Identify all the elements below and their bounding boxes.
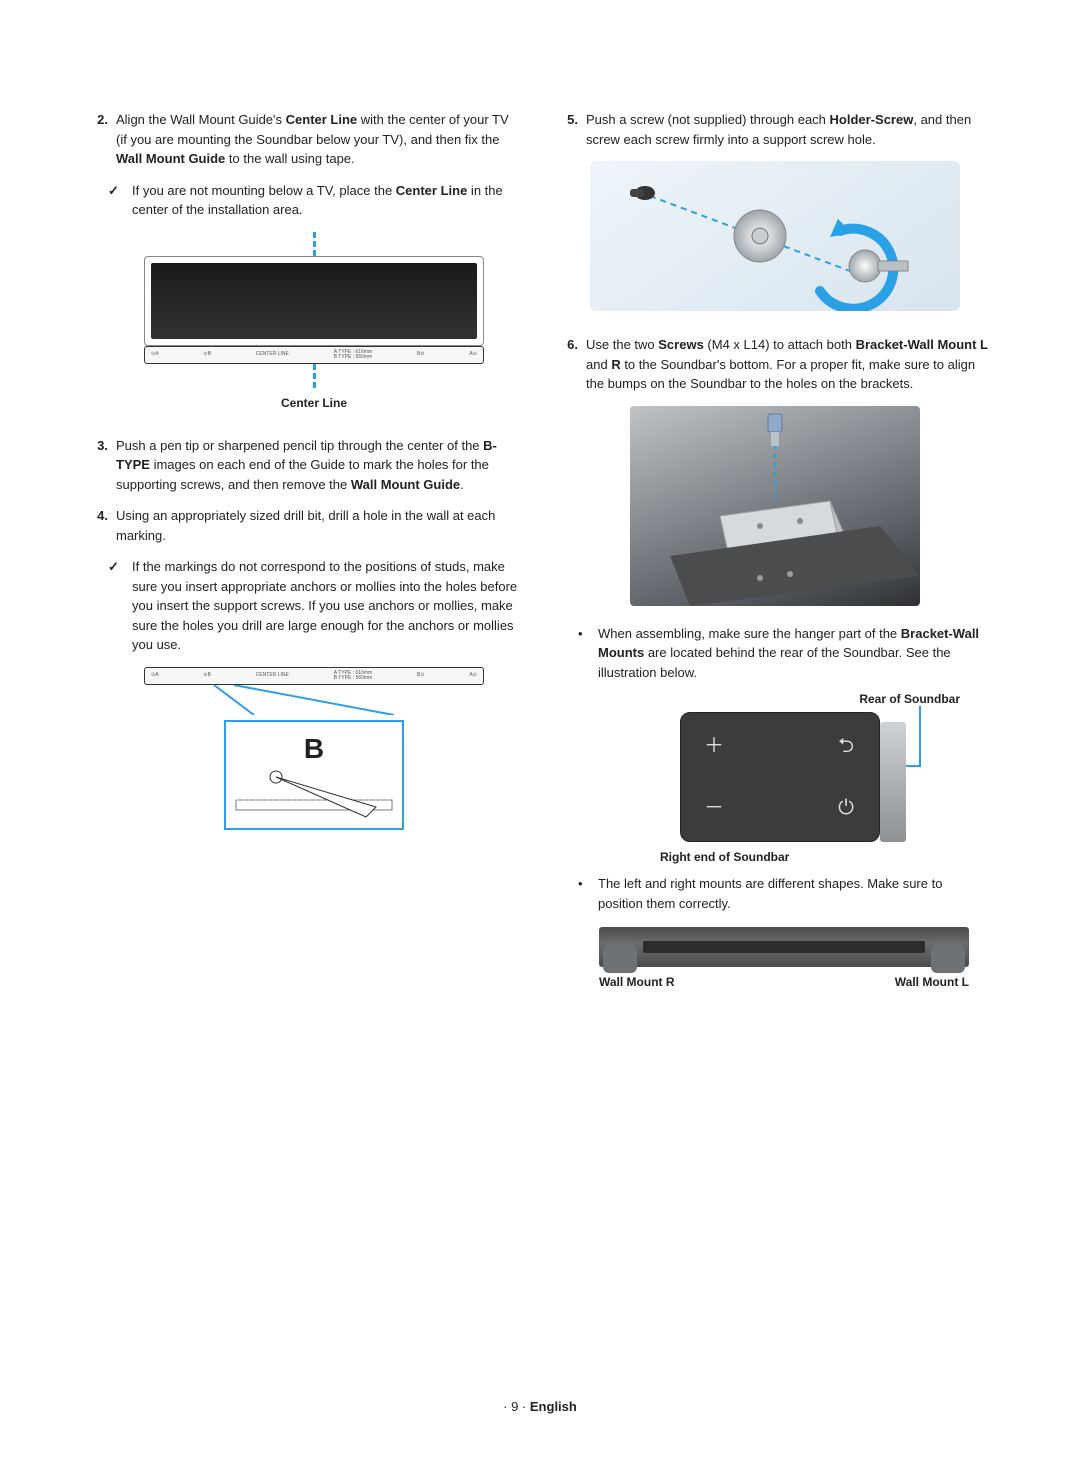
bold: Holder-Screw	[830, 112, 914, 127]
step-6: 6. Use the two Screws (M4 x L14) to atta…	[560, 335, 990, 394]
check-icon: ✓	[108, 557, 122, 655]
bullet-body: The left and right mounts are different …	[598, 874, 990, 913]
guide-mark: A⊙	[469, 672, 477, 680]
step-number: 2.	[90, 110, 108, 169]
bold: Center Line	[396, 183, 468, 198]
check-body: If the markings do not correspond to the…	[132, 557, 520, 655]
guide-mark: ⊙A	[151, 672, 159, 680]
guide-mark: ⊙B	[203, 351, 211, 359]
page-language: English	[530, 1399, 577, 1414]
step-body: Push a screw (not supplied) through each…	[586, 110, 990, 149]
bar-slot	[643, 941, 925, 953]
step-number: 4.	[90, 506, 108, 545]
wall-mount-guide-strip: ⊙A ⊙B CENTER LINE A TYPE : 616mm B TYPE …	[144, 346, 484, 364]
text: Push a screw (not supplied) through each	[586, 112, 830, 127]
bullet-icon: •	[578, 874, 588, 913]
power-icon: ⏻	[831, 793, 861, 823]
guide-mark: ⊙B	[203, 672, 211, 680]
checkmark-note-4: ✓ If the markings do not correspond to t…	[108, 557, 520, 655]
tv-screen	[151, 263, 477, 339]
figure-caption: Center Line	[108, 394, 520, 412]
figure-zoom-b: ⊙A ⊙B CENTER LINE A TYPE : 616mm B TYPE …	[108, 667, 520, 831]
text: Use the two	[586, 337, 658, 352]
guide-mark: A TYPE : 616mm B TYPE : 560mm	[334, 671, 373, 681]
text: Align the Wall Mount Guide's	[116, 112, 286, 127]
label-mount-l: Wall Mount L	[895, 973, 969, 991]
zoom-box: B	[224, 720, 404, 830]
step-5: 5. Push a screw (not supplied) through e…	[560, 110, 990, 149]
soundbar-panel: ＋ － ⮌ ⏻	[680, 712, 880, 842]
pencil-icon	[226, 722, 402, 828]
figure-bracket	[630, 406, 920, 606]
step-4: 4. Using an appropriately sized drill bi…	[90, 506, 520, 545]
step-body: Use the two Screws (M4 x L14) to attach …	[586, 335, 990, 394]
bold: Screws	[658, 337, 704, 352]
figure-holder-screw	[560, 161, 990, 311]
text: When assembling, make sure the hanger pa…	[598, 626, 901, 641]
right-column: 5. Push a screw (not supplied) through e…	[560, 110, 990, 991]
label-right-end: Right end of Soundbar	[660, 848, 990, 866]
screw-illustration	[590, 161, 960, 311]
figure-center-line: ⊙A ⊙B CENTER LINE A TYPE : 616mm B TYPE …	[108, 232, 520, 412]
text: to the wall using tape.	[225, 151, 354, 166]
bold: Wall Mount Guide	[351, 477, 460, 492]
mount-labels: Wall Mount R Wall Mount L	[599, 973, 969, 991]
figure-soundbar-panel: Rear of Soundbar ＋ － ⮌ ⏻ Right end of So…	[600, 690, 990, 866]
two-column-layout: 2. Align the Wall Mount Guide's Center L…	[90, 110, 990, 991]
bullet-hanger-note: • When assembling, make sure the hanger …	[578, 624, 990, 683]
label-mount-r: Wall Mount R	[599, 973, 675, 991]
guide-mark: ⊙A	[151, 351, 159, 359]
text: and	[586, 357, 611, 372]
bracket-side	[880, 722, 906, 842]
text: If you are not mounting below a TV, plac…	[132, 183, 396, 198]
guide-mark: B⊙	[417, 672, 425, 680]
text: Push a pen tip or sharpened pencil tip t…	[116, 438, 483, 453]
center-dash-upper	[313, 232, 316, 256]
mount-ear-r	[603, 943, 637, 973]
mount-ear-l	[931, 943, 965, 973]
bullet-icon: •	[578, 624, 588, 683]
plus-icon: ＋	[699, 731, 729, 761]
bold: Center Line	[286, 112, 358, 127]
bold: R	[611, 357, 620, 372]
step-body: Push a pen tip or sharpened pencil tip t…	[116, 436, 520, 495]
minus-icon: －	[699, 793, 729, 823]
guide-mark: A TYPE : 616mm B TYPE : 560mm	[334, 350, 373, 360]
center-dash-lower	[313, 364, 316, 388]
checkmark-note-2: ✓ If you are not mounting below a TV, pl…	[108, 181, 520, 220]
text: to the Soundbar's bottom. For a proper f…	[586, 357, 975, 392]
step-body: Align the Wall Mount Guide's Center Line…	[116, 110, 520, 169]
step-2: 2. Align the Wall Mount Guide's Center L…	[90, 110, 520, 169]
tv-illustration	[144, 256, 484, 346]
bullet-body: When assembling, make sure the hanger pa…	[598, 624, 990, 683]
bracket-svg	[630, 406, 920, 606]
page-number: · 9 ·	[503, 1399, 526, 1414]
step-number: 3.	[90, 436, 108, 495]
check-icon: ✓	[108, 181, 122, 220]
soundbar-bar	[599, 927, 969, 967]
step-number: 5.	[560, 110, 578, 149]
check-body: If you are not mounting below a TV, plac…	[132, 181, 520, 220]
guide-mark: B⊙	[417, 351, 425, 359]
page-footer: · 9 · English	[0, 1397, 1080, 1417]
figure-mounts: Wall Mount R Wall Mount L	[578, 927, 990, 991]
guide-mark: A⊙	[469, 351, 477, 359]
bold: Bracket-Wall Mount L	[856, 337, 988, 352]
zoom-leader-lines	[144, 685, 484, 715]
bold: Wall Mount Guide	[116, 151, 225, 166]
step-3: 3. Push a pen tip or sharpened pencil ti…	[90, 436, 520, 495]
guide-mark: CENTER LINE	[256, 351, 289, 359]
text: .	[460, 477, 464, 492]
bullet-shapes-note: • The left and right mounts are differen…	[578, 874, 990, 913]
wall-mount-guide-strip: ⊙A ⊙B CENTER LINE A TYPE : 616mm B TYPE …	[144, 667, 484, 685]
screw-svg	[590, 161, 960, 311]
step-number: 6.	[560, 335, 578, 394]
text: (M4 x L14) to attach both	[704, 337, 856, 352]
text: are located behind the rear of the Sound…	[598, 645, 951, 680]
source-icon: ⮌	[831, 731, 861, 761]
step-body: Using an appropriately sized drill bit, …	[116, 506, 520, 545]
guide-mark: CENTER LINE	[256, 672, 289, 680]
left-column: 2. Align the Wall Mount Guide's Center L…	[90, 110, 520, 991]
